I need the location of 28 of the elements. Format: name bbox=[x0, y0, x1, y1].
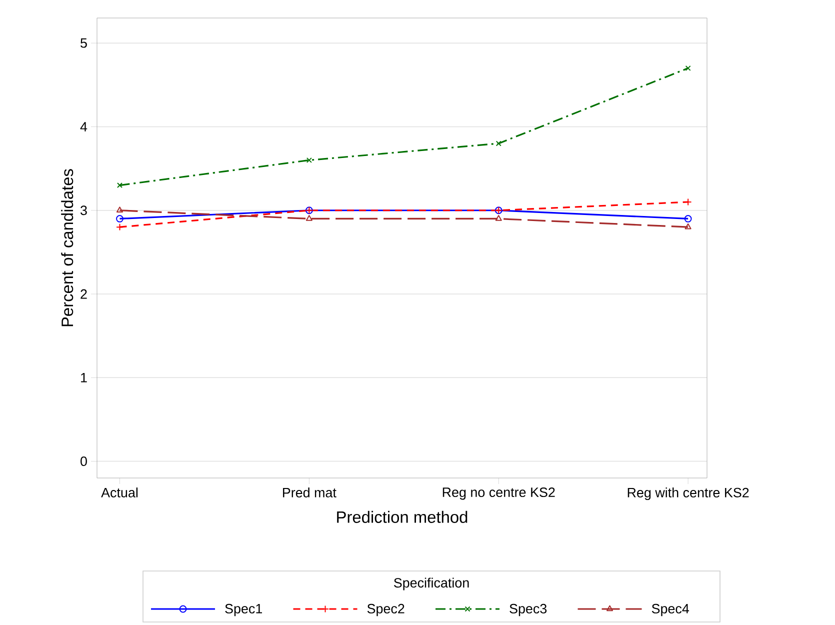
point bbox=[495, 215, 502, 221]
point bbox=[496, 140, 502, 146]
legend-label: Spec4 bbox=[652, 604, 690, 616]
x-axis-title: Prediction method bbox=[337, 510, 468, 523]
legend-label: Spec1 bbox=[225, 604, 262, 616]
x-tick-label: Reg with centre KS2 bbox=[628, 488, 749, 500]
point bbox=[685, 65, 691, 71]
legend-label: Spec3 bbox=[510, 604, 547, 616]
y-tick-label: 2 bbox=[80, 289, 87, 299]
x-tick-label: Pred mat bbox=[283, 488, 336, 498]
point bbox=[306, 215, 312, 221]
point bbox=[116, 215, 124, 222]
point bbox=[684, 223, 692, 230]
y-axis-title: Percent of candidates bbox=[61, 169, 74, 326]
point bbox=[306, 157, 312, 163]
point bbox=[116, 206, 124, 212]
point bbox=[684, 215, 692, 222]
y-tick-label: 1 bbox=[81, 373, 87, 382]
legend-title: Specification bbox=[394, 578, 469, 590]
y-tick-label: 0 bbox=[80, 456, 87, 466]
point bbox=[116, 182, 122, 188]
x-tick-label: Actual bbox=[101, 488, 138, 498]
point bbox=[116, 223, 124, 231]
y-tick-label: 3 bbox=[80, 206, 87, 216]
x-tick-label: Reg no centre KS2 bbox=[442, 488, 555, 500]
y-tick-label: 4 bbox=[80, 122, 88, 132]
y-tick-label: 5 bbox=[80, 38, 87, 48]
legend-label: Spec2 bbox=[367, 604, 404, 616]
